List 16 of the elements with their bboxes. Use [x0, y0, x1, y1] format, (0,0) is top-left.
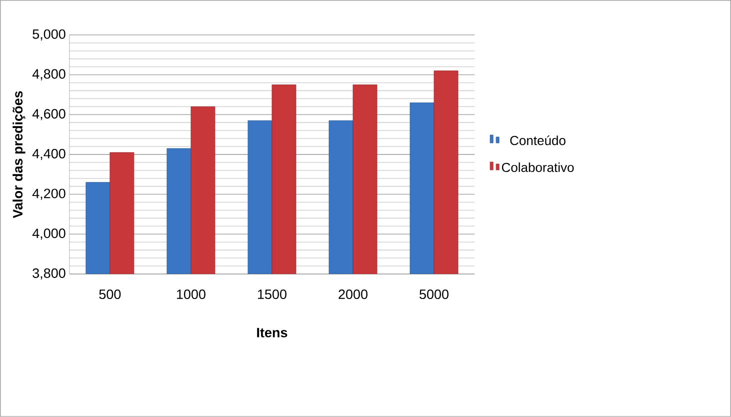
y-axis-title: Valor das predições	[12, 91, 26, 218]
x-tick-label: 1500	[258, 290, 286, 300]
y-tick-label: 3,800	[32, 268, 66, 280]
x-tick-label: 500	[99, 290, 121, 300]
y-tick-label: 5,000	[32, 29, 66, 41]
y-tick-label: 4,600	[32, 109, 66, 120]
x-axis-title: Itens	[257, 328, 288, 338]
y-tick-label: 4,400	[32, 148, 66, 160]
y-tick-label: 4,000	[32, 228, 66, 240]
legend-label: Conteúdo	[510, 135, 566, 146]
x-tick-label: 5000	[420, 290, 449, 300]
x-tick-label: 1000	[176, 290, 206, 300]
legend-label: Colaborativo	[502, 162, 574, 172]
y-tick-label: 4,800	[32, 69, 66, 80]
y-tick-label: 4,200	[32, 188, 66, 200]
x-tick-label: 2000	[338, 290, 368, 300]
